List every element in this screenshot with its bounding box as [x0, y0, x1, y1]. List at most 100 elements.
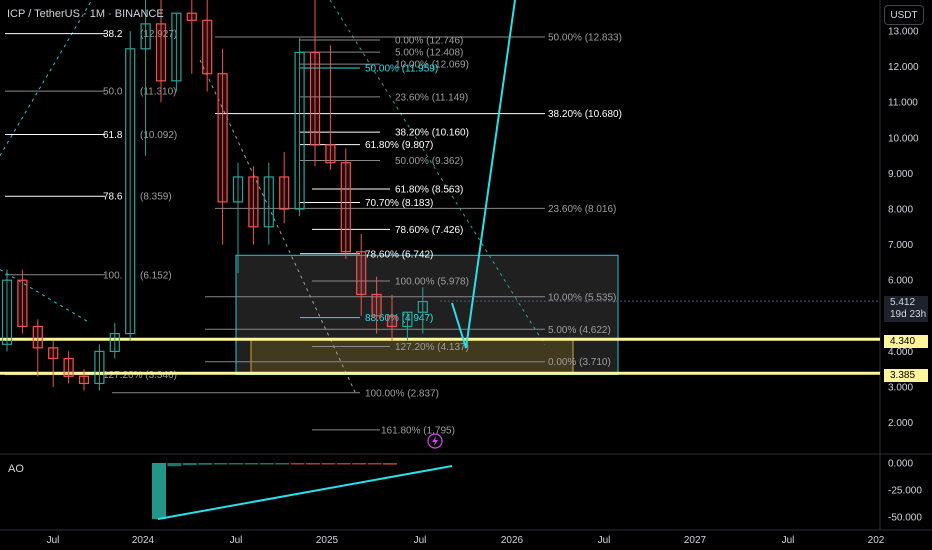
- candle-body: [78, 375, 90, 385]
- candle-body: [417, 300, 428, 313]
- candle-body: [371, 293, 382, 317]
- ao-axis-tick: -25.000: [888, 486, 922, 497]
- price-axis-tick: 8.000: [888, 205, 913, 216]
- fib-level-label: 0.00% (12.746): [395, 36, 463, 47]
- ao-bar: [259, 463, 274, 465]
- candle-body: [109, 333, 120, 353]
- ao-trendline: [157, 465, 453, 520]
- time-axis-tick: Jul: [598, 535, 611, 546]
- level-tag-lower: 3.385: [884, 369, 928, 382]
- time-axis-tick: 2026: [501, 535, 524, 546]
- lightning-icon-bolt: [432, 436, 438, 446]
- candle-body: [32, 325, 43, 349]
- level-tag-upper: 4.340: [884, 335, 928, 348]
- fib-value-label: (10.092): [140, 130, 177, 141]
- price-axis-tick: 10.000: [888, 133, 919, 144]
- price-axis-tick: 9.000: [888, 169, 913, 180]
- fib-level-label: 61.8: [103, 130, 123, 141]
- candle-body: [94, 350, 105, 385]
- candle-body: [325, 144, 336, 164]
- candle-body: [340, 162, 351, 253]
- time-axis-tick: 202: [868, 535, 885, 546]
- fib-level-label: 50.00% (11.959): [365, 64, 438, 75]
- price-axis-tick: 3.000: [888, 383, 913, 394]
- ao-bar: [167, 463, 182, 467]
- fib-level-label: 78.60% (6.742): [365, 249, 433, 260]
- fib-level-label: 61.80% (9.807): [365, 140, 433, 151]
- candle-body: [48, 347, 59, 360]
- fib-level-label: 88.60% (4.947): [365, 313, 433, 324]
- ao-bar: [229, 463, 243, 465]
- ao-bar: [336, 463, 351, 465]
- fib-level-label: 10.00% (5.535): [548, 292, 616, 303]
- candle-body: [63, 357, 74, 377]
- lightning-icon-ring: [427, 433, 443, 449]
- candle-body: [186, 12, 197, 21]
- price-axis-tick: 13.000: [888, 27, 919, 38]
- candle-body: [402, 311, 413, 328]
- fib-level-label: 61.80% (8.563): [395, 184, 463, 195]
- candle-body: [217, 73, 228, 203]
- fib-level-label: 5.00% (4.622): [548, 325, 611, 336]
- fib-level-label: 50.00% (9.362): [395, 156, 463, 167]
- trendline-left-low: [0, 269, 91, 324]
- current-price: 5.412: [890, 297, 916, 308]
- symbol-title[interactable]: ICP / TetherUS · 1M · BINANCE: [7, 8, 164, 20]
- fib-level-label: 38.20% (10.680): [548, 109, 622, 120]
- current-price-tag: 5.412 19d 23h: [884, 296, 928, 322]
- ao-bar: [275, 463, 290, 465]
- fib-level-label: 78.6: [103, 192, 123, 203]
- candle-body: [1, 279, 13, 345]
- candle-body: [279, 176, 290, 210]
- time-axis-tick: 2027: [684, 535, 707, 546]
- fib-level-label: 5.00% (12.408): [395, 48, 463, 59]
- candle-body: [140, 23, 151, 50]
- fib-level-label: 50.0: [103, 87, 123, 98]
- candle-body: [356, 251, 367, 296]
- ao-indicator-label[interactable]: AO: [8, 463, 24, 475]
- candle-body: [232, 176, 244, 203]
- candle-body: [155, 23, 167, 82]
- fib-level-label: 100.00% (5.978): [395, 276, 469, 287]
- time-axis-tick: 2024: [132, 535, 155, 546]
- trendline-down: [329, 0, 546, 346]
- candle-body: [386, 315, 398, 328]
- ao-bar: [198, 463, 213, 465]
- time-axis-tick: Jul: [47, 535, 60, 546]
- projection-arrow: [451, 0, 516, 349]
- candle-body: [125, 48, 136, 335]
- lightning-icon: [427, 433, 443, 449]
- candle-body: [248, 176, 259, 228]
- price-axis-tick: 6.000: [888, 276, 913, 287]
- price-axis-tick: 12.000: [888, 62, 919, 73]
- ao-bar: [306, 463, 320, 465]
- fib-level-label: 38.20% (10.160): [395, 128, 469, 139]
- price-axis-tick: 11.000: [888, 98, 918, 109]
- time-axis-tick: Jul: [782, 535, 795, 546]
- candle-body: [294, 51, 305, 210]
- price-axis-tick: 7.000: [888, 240, 913, 251]
- fib-level-label: 127.20% (4.137): [395, 342, 469, 353]
- price-axis-tick: 2.000: [888, 418, 913, 429]
- ao-axis-tick: 0.000: [888, 459, 913, 470]
- trendline-left: [0, 0, 93, 156]
- fib-level-label: 50.00% (12.833): [548, 32, 622, 43]
- ao-bar: [383, 463, 397, 465]
- candle-body: [171, 12, 182, 82]
- price-axis-tick: 4.000: [888, 347, 913, 358]
- fib-level-label: 78.60% (7.426): [395, 225, 463, 236]
- currency-button[interactable]: USDT: [884, 5, 924, 25]
- candle-countdown: 19d 23h: [890, 309, 927, 320]
- candle-body: [309, 51, 321, 146]
- ao-bar: [244, 463, 259, 465]
- ao-bar: [182, 463, 197, 466]
- ao-bar: [213, 463, 228, 465]
- fib-level-label: 100.: [103, 270, 122, 281]
- fib-level-label: 70.70% (8.183): [365, 198, 433, 209]
- candle-body: [202, 19, 213, 75]
- fib-value-label: (6.152): [140, 270, 172, 281]
- fib-level-label: 23.60% (11.149): [395, 92, 468, 103]
- fib-level-label: 100.00% (2.837): [365, 388, 439, 399]
